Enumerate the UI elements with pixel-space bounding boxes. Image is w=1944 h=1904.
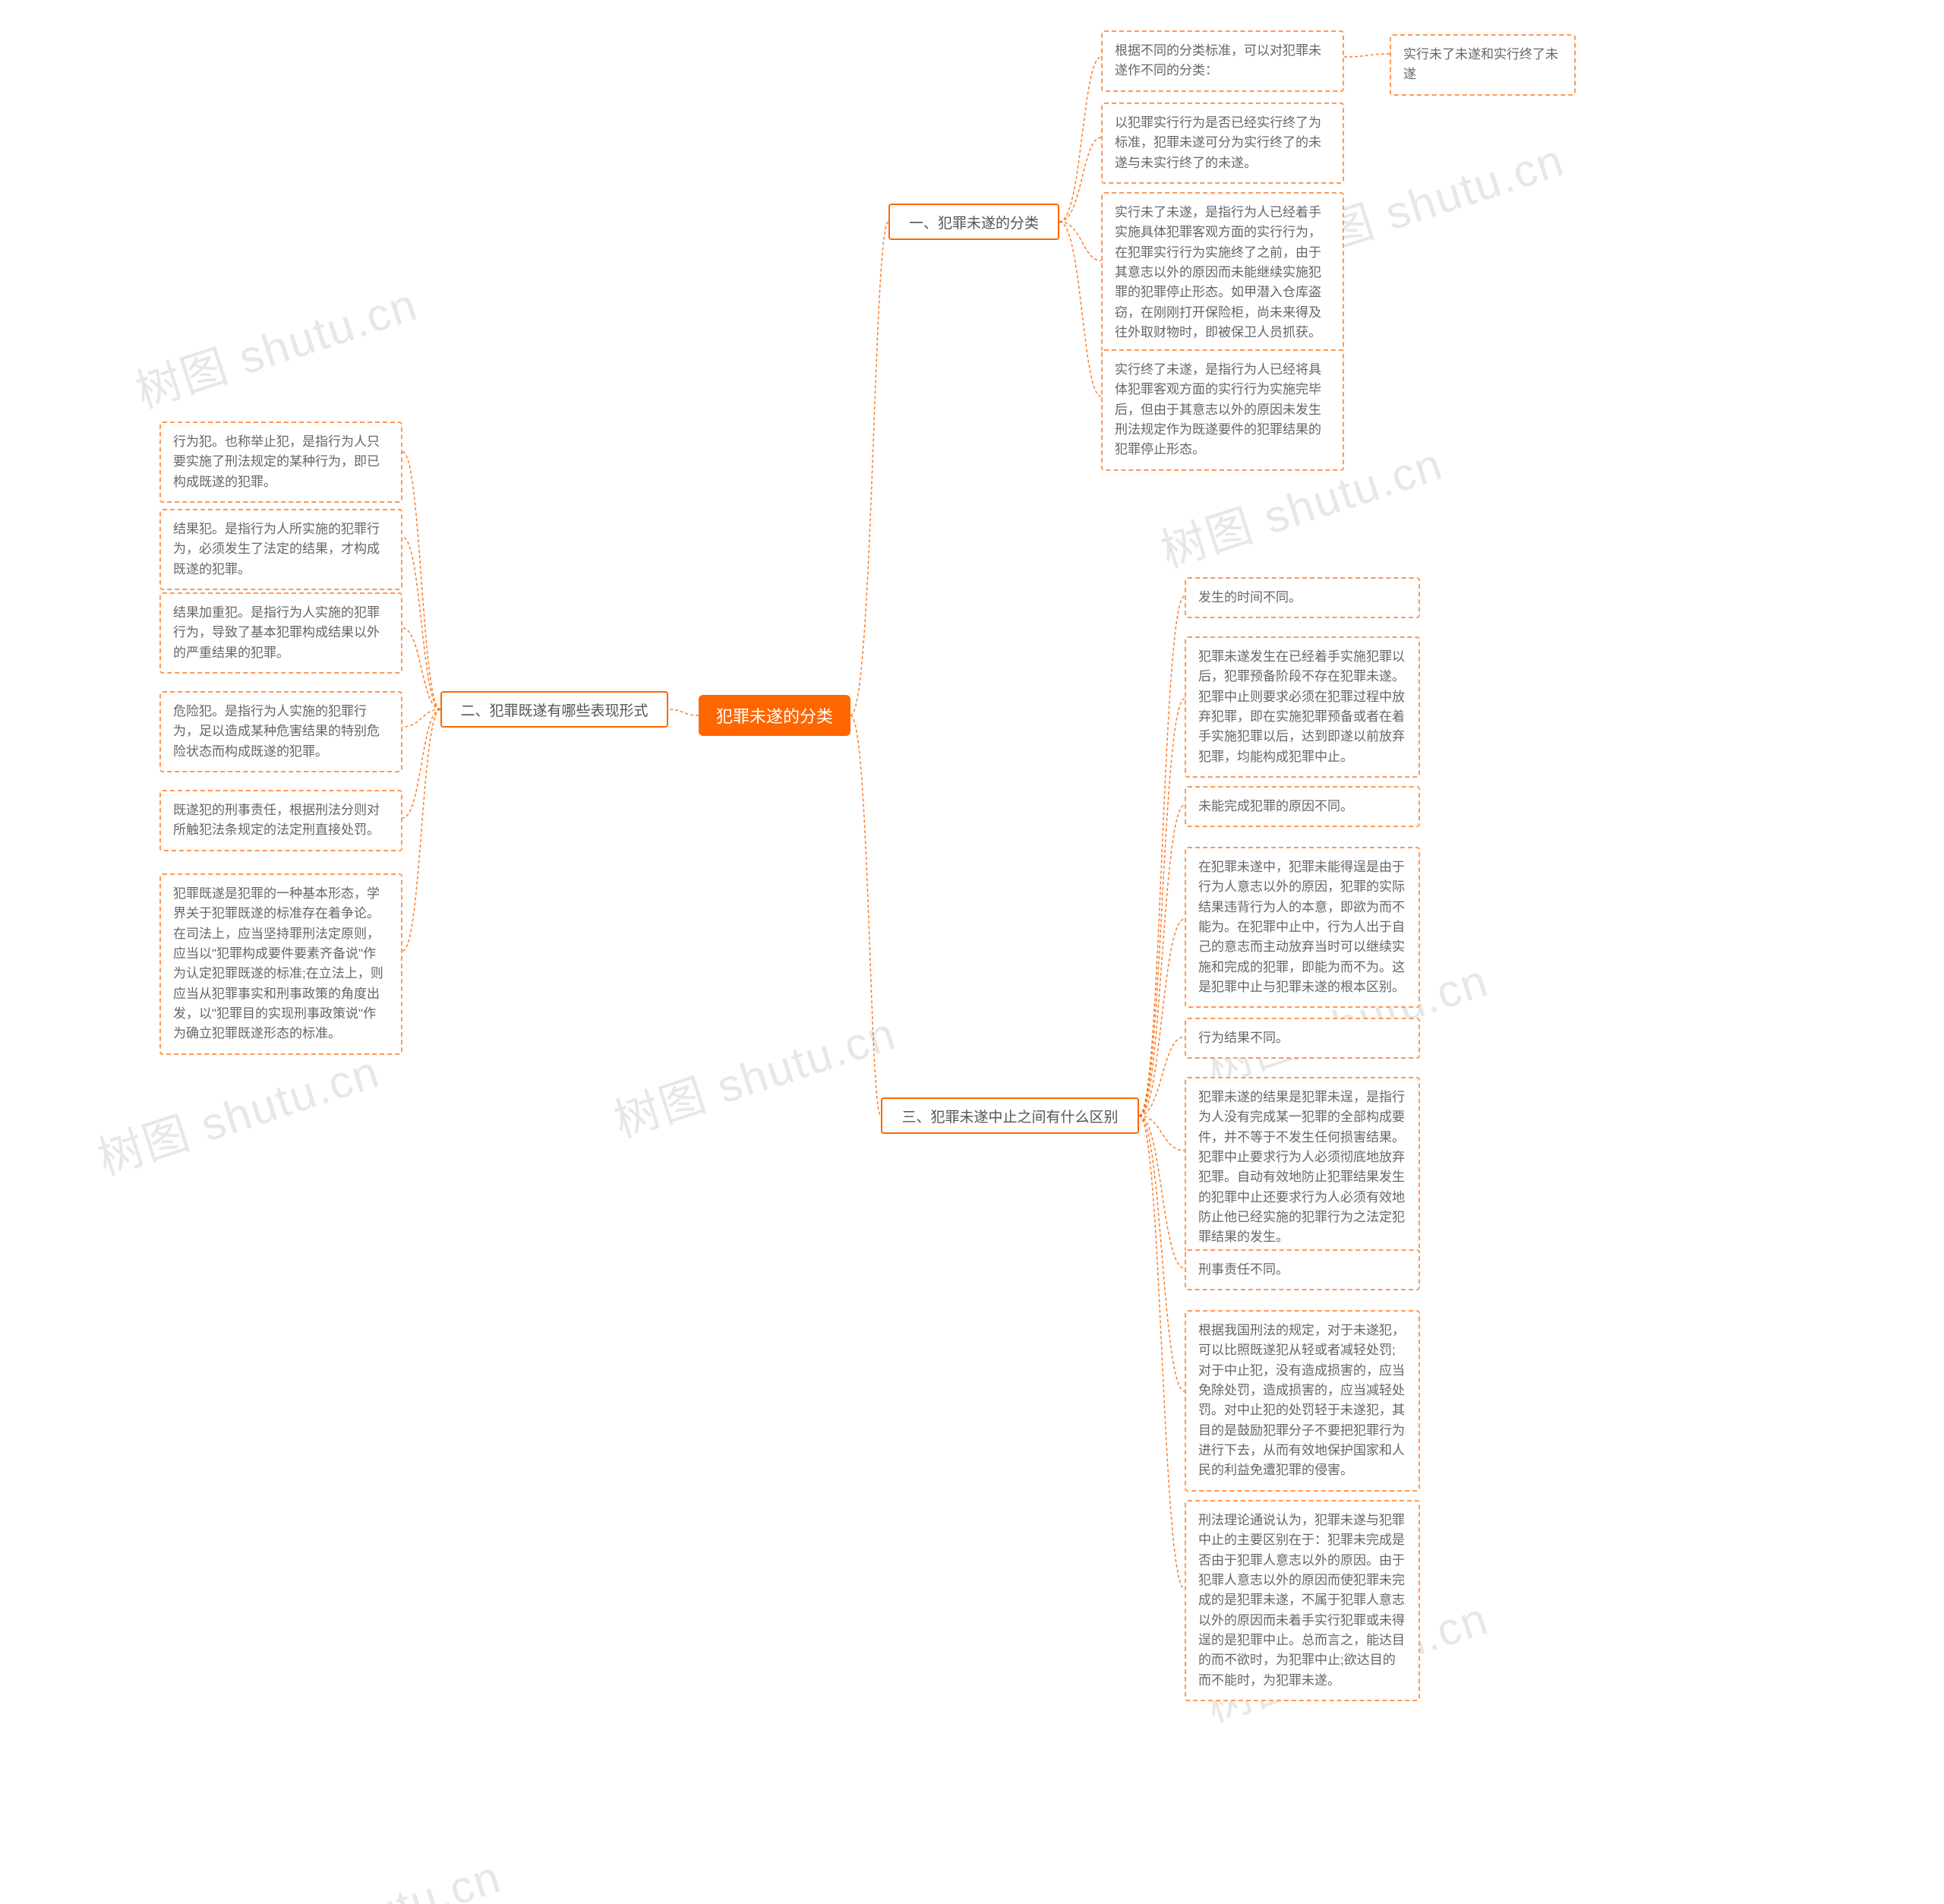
leaf-node[interactable]: 根据不同的分类标准，可以对犯罪未遂作不同的分类： xyxy=(1101,30,1344,92)
leaf-text: 行为犯。也称举止犯，是指行为人只要实施了刑法规定的某种行为，即已构成既遂的犯罪。 xyxy=(173,432,389,492)
leaf-node[interactable]: 刑事责任不同。 xyxy=(1185,1249,1420,1290)
leaf-node[interactable]: 根据我国刑法的规定，对于未遂犯，可以比照既遂犯从轻或者减轻处罚;对于中止犯，没有… xyxy=(1185,1310,1420,1492)
leaf-text: 根据不同的分类标准，可以对犯罪未遂作不同的分类： xyxy=(1115,41,1330,81)
leaf-text: 危险犯。是指行为人实施的犯罪行为，足以造成某种危害结果的特别危险状态而构成既遂的… xyxy=(173,702,389,762)
branch-node-1[interactable]: 一、犯罪未遂的分类 xyxy=(888,204,1059,240)
branch-node-3[interactable]: 三、犯罪未遂中止之间有什么区别 xyxy=(881,1097,1139,1134)
leaf-node[interactable]: 犯罪未遂的结果是犯罪未逞，是指行为人没有完成某一犯罪的全部构成要件，并不等于不发… xyxy=(1185,1077,1420,1258)
leaf-node[interactable]: 在犯罪未遂中，犯罪未能得逞是由于行为人意志以外的原因，犯罪的实际结果违背行为人的… xyxy=(1185,847,1420,1008)
mindmap-canvas: 树图 shutu.cn 树图 shutu.cn 树图 shutu.cn 树图 s… xyxy=(0,0,1944,1904)
leaf-node[interactable]: 刑法理论通说认为，犯罪未遂与犯罪中止的主要区别在于：犯罪未完成是否由于犯罪人意志… xyxy=(1185,1500,1420,1701)
leaf-text: 犯罪未遂的结果是犯罪未逞，是指行为人没有完成某一犯罪的全部构成要件，并不等于不发… xyxy=(1198,1088,1406,1248)
leaf-text: 犯罪既遂是犯罪的一种基本形态，学界关于犯罪既遂的标准存在着争论。在司法上，应当坚… xyxy=(173,884,389,1044)
leaf-text: 结果加重犯。是指行为人实施的犯罪行为，导致了基本犯罪构成结果以外的严重结果的犯罪… xyxy=(173,603,389,663)
leaf-text: 未能完成犯罪的原因不同。 xyxy=(1198,797,1353,816)
watermark: 树图 shutu.cn xyxy=(88,1035,387,1189)
watermark: 树图 shutu.cn xyxy=(126,268,425,422)
root-node[interactable]: 犯罪未遂的分类 xyxy=(699,695,850,736)
leaf-text: 在犯罪未遂中，犯罪未能得逞是由于行为人意志以外的原因，犯罪的实际结果违背行为人的… xyxy=(1198,857,1406,997)
root-label: 犯罪未遂的分类 xyxy=(716,703,833,728)
leaf-node[interactable]: 实行未了未遂和实行终了未遂 xyxy=(1390,34,1576,96)
leaf-text: 实行未了未遂，是指行为人已经着手实施具体犯罪客观方面的实行行为，在犯罪实行行为实… xyxy=(1115,203,1330,343)
leaf-node[interactable]: 以犯罪实行行为是否已经实行终了为标准，犯罪未遂可分为实行终了的未遂与未实行终了的… xyxy=(1101,103,1344,184)
leaf-text: 实行终了未遂，是指行为人已经将具体犯罪客观方面的实行行为实施完毕后，但由于其意志… xyxy=(1115,360,1330,460)
watermark: 树图 shutu.cn xyxy=(210,1840,509,1904)
leaf-node[interactable]: 行为犯。也称举止犯，是指行为人只要实施了刑法规定的某种行为，即已构成既遂的犯罪。 xyxy=(159,422,402,503)
leaf-node[interactable]: 未能完成犯罪的原因不同。 xyxy=(1185,786,1420,827)
leaf-text: 根据我国刑法的规定，对于未遂犯，可以比照既遂犯从轻或者减轻处罚;对于中止犯，没有… xyxy=(1198,1321,1406,1481)
leaf-text: 以犯罪实行行为是否已经实行终了为标准，犯罪未遂可分为实行终了的未遂与未实行终了的… xyxy=(1115,113,1330,173)
leaf-node[interactable]: 既遂犯的刑事责任，根据刑法分则对所触犯法条规定的法定刑直接处罚。 xyxy=(159,790,402,851)
leaf-node[interactable]: 实行终了未遂，是指行为人已经将具体犯罪客观方面的实行行为实施完毕后，但由于其意志… xyxy=(1101,349,1344,471)
branch-label: 三、犯罪未遂中止之间有什么区别 xyxy=(901,1106,1118,1126)
leaf-node[interactable]: 行为结果不同。 xyxy=(1185,1018,1420,1059)
leaf-node[interactable]: 结果加重犯。是指行为人实施的犯罪行为，导致了基本犯罪构成结果以外的严重结果的犯罪… xyxy=(159,592,402,674)
leaf-text: 既遂犯的刑事责任，根据刑法分则对所触犯法条规定的法定刑直接处罚。 xyxy=(173,800,389,841)
leaf-node[interactable]: 危险犯。是指行为人实施的犯罪行为，足以造成某种危害结果的特别危险状态而构成既遂的… xyxy=(159,691,402,772)
leaf-node[interactable]: 结果犯。是指行为人所实施的犯罪行为，必须发生了法定的结果，才构成既遂的犯罪。 xyxy=(159,509,402,590)
leaf-node[interactable]: 实行未了未遂，是指行为人已经着手实施具体犯罪客观方面的实行行为，在犯罪实行行为实… xyxy=(1101,192,1344,353)
leaf-text: 结果犯。是指行为人所实施的犯罪行为，必须发生了法定的结果，才构成既遂的犯罪。 xyxy=(173,519,389,579)
leaf-text: 刑事责任不同。 xyxy=(1198,1260,1289,1280)
branch-label: 二、犯罪既遂有哪些表现形式 xyxy=(460,699,648,720)
leaf-node[interactable]: 犯罪既遂是犯罪的一种基本形态，学界关于犯罪既遂的标准存在着争论。在司法上，应当坚… xyxy=(159,873,402,1055)
branch-node-2[interactable]: 二、犯罪既遂有哪些表现形式 xyxy=(440,691,668,728)
leaf-text: 犯罪未遂发生在已经着手实施犯罪以后，犯罪预备阶段不存在犯罪未遂。犯罪中止则要求必… xyxy=(1198,647,1406,767)
leaf-node[interactable]: 发生的时间不同。 xyxy=(1185,577,1420,618)
leaf-text: 发生的时间不同。 xyxy=(1198,588,1302,608)
leaf-node[interactable]: 犯罪未遂发生在已经着手实施犯罪以后，犯罪预备阶段不存在犯罪未遂。犯罪中止则要求必… xyxy=(1185,636,1420,778)
watermark: 树图 shutu.cn xyxy=(604,997,904,1151)
leaf-text: 刑法理论通说认为，犯罪未遂与犯罪中止的主要区别在于：犯罪未完成是否由于犯罪人意志… xyxy=(1198,1511,1406,1691)
leaf-text: 行为结果不同。 xyxy=(1198,1028,1289,1048)
leaf-text: 实行未了未遂和实行终了未遂 xyxy=(1403,45,1562,85)
branch-label: 一、犯罪未遂的分类 xyxy=(909,212,1039,232)
